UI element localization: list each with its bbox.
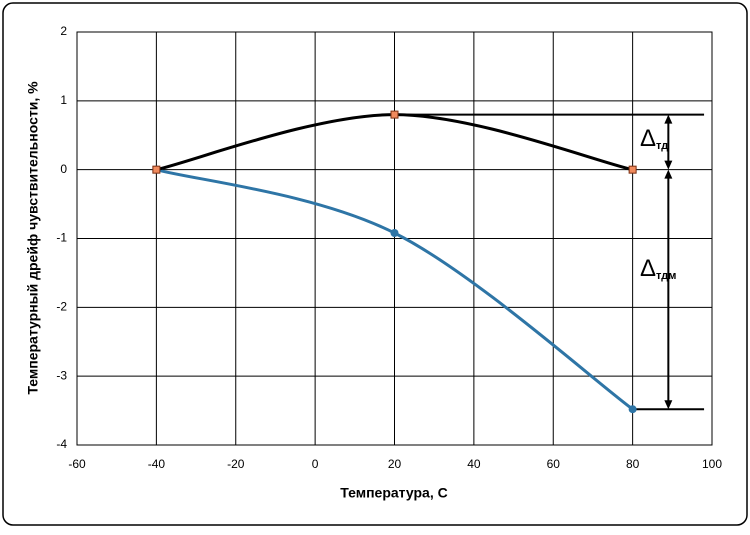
y-tick-label: 2 — [60, 24, 67, 38]
x-tick-label: -40 — [148, 457, 166, 471]
y-tick-label: -2 — [56, 300, 67, 314]
x-tick-label: 0 — [312, 457, 319, 471]
arrow-head — [664, 169, 673, 179]
x-tick-label: 60 — [547, 457, 561, 471]
y-tick-label: 0 — [60, 162, 67, 176]
annotation-subscript: тдм — [656, 270, 676, 282]
marker — [628, 405, 637, 414]
marker — [628, 165, 637, 174]
x-tick-label: 40 — [467, 457, 481, 471]
annotation-subscript: тд — [656, 140, 668, 152]
marker — [390, 228, 399, 237]
x-tick-label: -20 — [227, 457, 245, 471]
x-tick-label: 20 — [388, 457, 402, 471]
x-tick-label: -60 — [68, 457, 86, 471]
x-axis-title: Температура, С — [340, 485, 447, 501]
y-tick-label: -1 — [56, 231, 67, 245]
annotation: Δтд — [640, 125, 668, 152]
annotation: Δтдм — [640, 255, 676, 282]
x-tick-label: 100 — [702, 457, 722, 471]
annotation-symbol: Δ — [640, 125, 656, 152]
y-axis-title: Температурный дрейф чувствительности, % — [25, 81, 41, 395]
marker — [390, 110, 399, 119]
arrow-head — [664, 114, 673, 124]
y-tick-label: -4 — [56, 437, 67, 451]
x-tick-label: 80 — [626, 457, 640, 471]
y-tick-label: -3 — [56, 368, 67, 382]
marker — [152, 165, 161, 174]
arrow-head — [664, 160, 673, 170]
arrow-head — [664, 400, 673, 410]
y-tick-label: 1 — [60, 93, 67, 107]
annotation-symbol: Δ — [640, 255, 656, 282]
